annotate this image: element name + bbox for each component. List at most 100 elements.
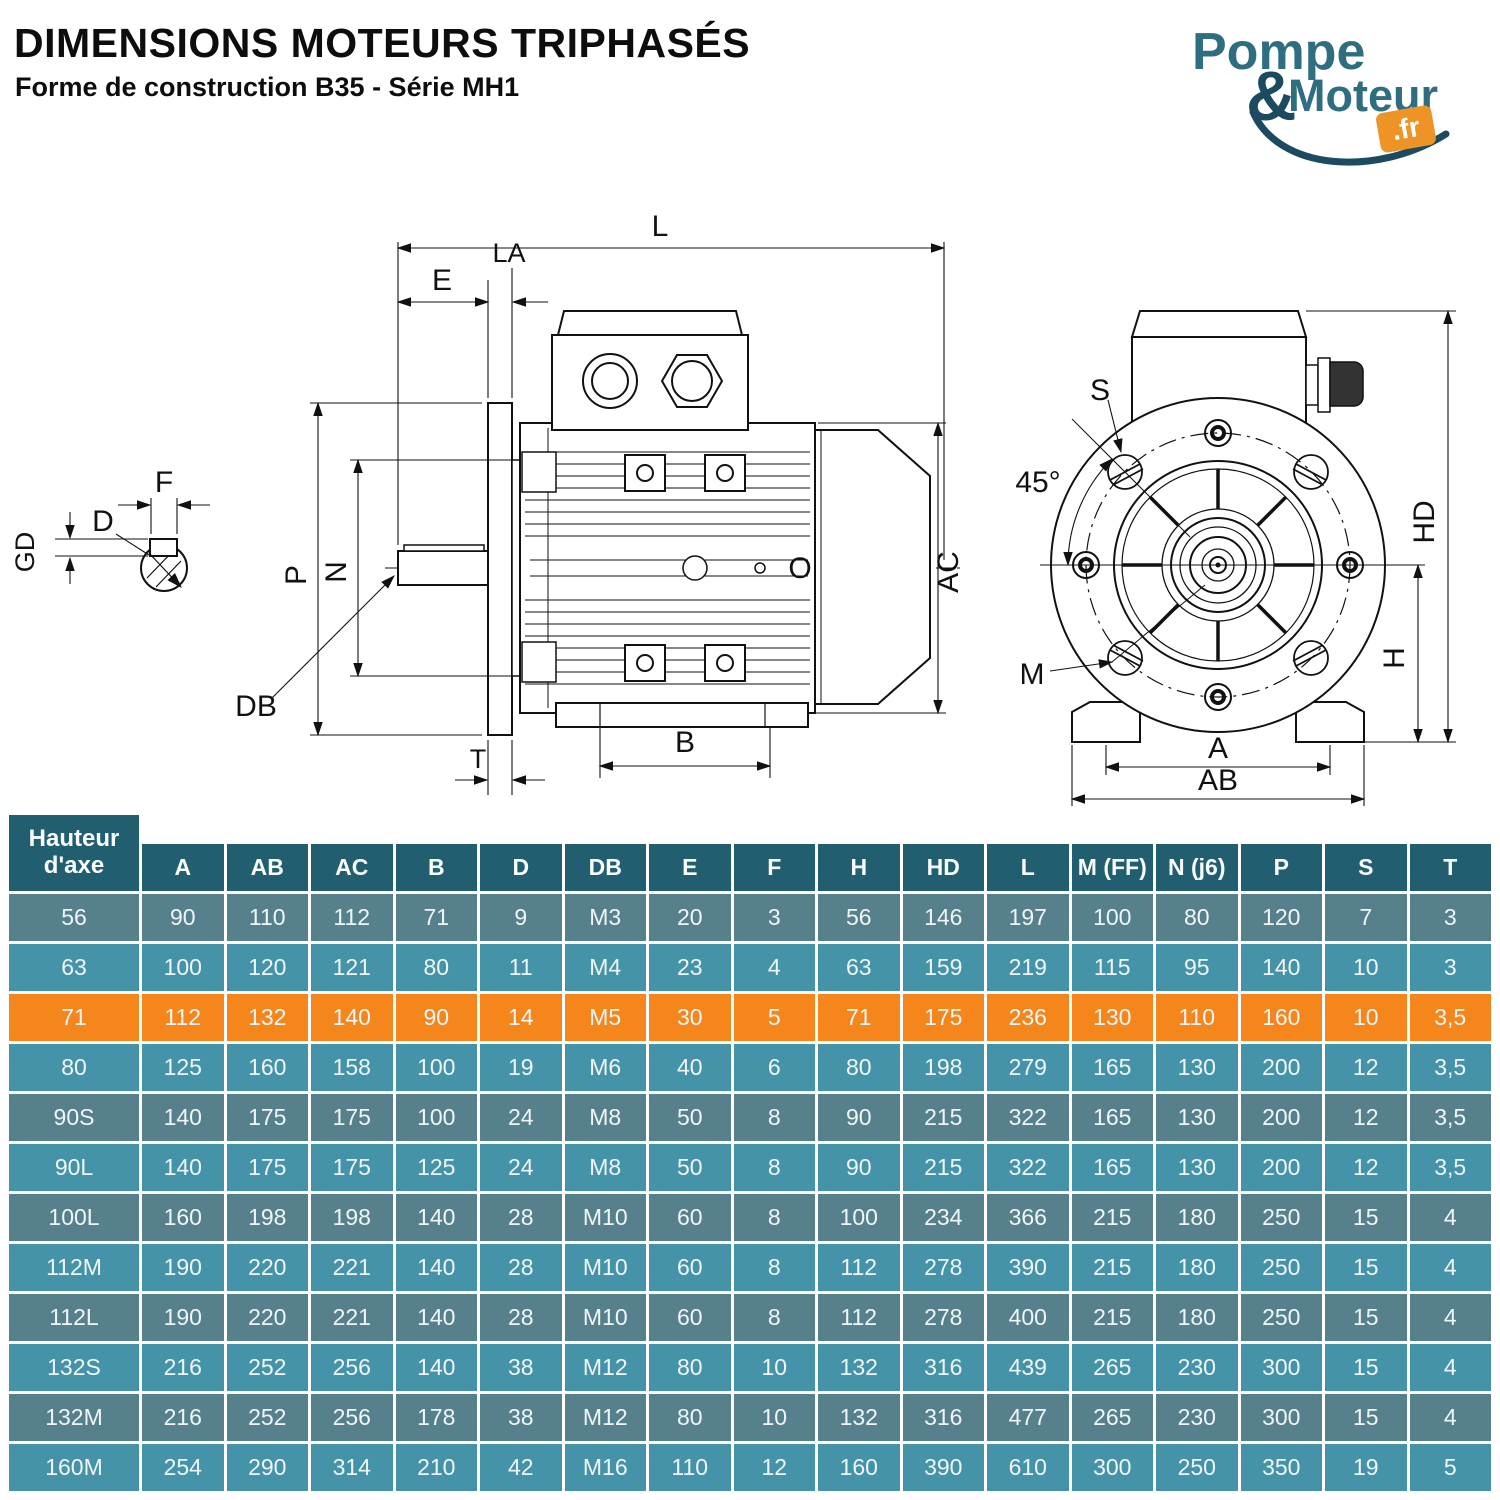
value-cell-A: 100 (142, 944, 224, 991)
value-cell-P: 200 (1240, 1144, 1322, 1191)
value-cell-DB: M10 (564, 1244, 646, 1291)
value-cell-A: 216 (142, 1394, 224, 1441)
value-cell-N (j6): 130 (1156, 1044, 1238, 1091)
axis-cell: 132S (9, 1344, 139, 1391)
value-cell-DB: M8 (564, 1144, 646, 1191)
value-cell-S: 10 (1325, 944, 1407, 991)
value-cell-E: 60 (649, 1244, 731, 1291)
value-cell-F: 6 (733, 1044, 815, 1091)
axis-cell: 100L (9, 1194, 139, 1241)
column-header-axis: Hauteur d'axe (9, 815, 139, 891)
value-cell-AB: 290 (226, 1444, 308, 1491)
value-cell-AB: 252 (226, 1344, 308, 1391)
axis-cell: 112L (9, 1294, 139, 1341)
value-cell-AC: 256 (311, 1394, 393, 1441)
logo: Pompe & Moteur .fr (1150, 8, 1495, 188)
value-cell-AB: 220 (226, 1294, 308, 1341)
value-cell-E: 50 (649, 1144, 731, 1191)
dim-label-la: LA (492, 238, 525, 268)
table-row-63: 63 100 120 121 80 11 M4 23 4 63 159 219 115 95 140 10 3 (9, 944, 1491, 991)
value-cell-S: 15 (1325, 1244, 1407, 1291)
value-cell-D: 11 (480, 944, 562, 991)
value-cell-L: 477 (987, 1394, 1069, 1441)
value-cell-L: 610 (987, 1444, 1069, 1491)
value-cell-D: 28 (480, 1244, 562, 1291)
value-cell-M (FF): 300 (1071, 1444, 1153, 1491)
value-cell-L: 322 (987, 1094, 1069, 1141)
value-cell-F: 8 (733, 1244, 815, 1291)
dim-label-n: N (320, 561, 353, 583)
dim-label-db: DB (235, 690, 277, 723)
column-header: N (j6) (1156, 815, 1238, 891)
value-cell-H: 56 (818, 894, 900, 941)
table-row-90S: 90S 140 175 175 100 24 M8 50 8 90 215 322 165 130 200 1… (9, 1094, 1491, 1141)
value-cell-B: 71 (395, 894, 477, 941)
value-cell-A: 254 (142, 1444, 224, 1491)
value-cell-AB: 175 (226, 1094, 308, 1141)
axis-cell: 90L (9, 1144, 139, 1191)
value-cell-E: 80 (649, 1394, 731, 1441)
value-cell-DB: M4 (564, 944, 646, 991)
value-cell-H: 100 (818, 1194, 900, 1241)
value-cell-B: 125 (395, 1144, 477, 1191)
value-cell-S: 15 (1325, 1394, 1407, 1441)
value-cell-E: 40 (649, 1044, 731, 1091)
table-row-132M: 132M 216 252 256 178 38 M12 80 10 132 316 477 265 230… (9, 1394, 1491, 1441)
value-cell-S: 12 (1325, 1044, 1407, 1091)
table-row-112M: 112M 190 220 221 140 28 M10 60 8 112 278 390 215 180 2… (9, 1244, 1491, 1291)
value-cell-H: 80 (818, 1044, 900, 1091)
value-cell-HD: 146 (902, 894, 984, 941)
value-cell-E: 50 (649, 1094, 731, 1141)
value-cell-N (j6): 180 (1156, 1194, 1238, 1241)
value-cell-F: 8 (733, 1194, 815, 1241)
value-cell-AB: 220 (226, 1244, 308, 1291)
value-cell-L: 322 (987, 1144, 1069, 1191)
column-header: M (FF) (1071, 815, 1153, 891)
table-row-56: 56 90 110 112 71 9 M3 20 3 56 146 197 100 80 120 7 3 (9, 894, 1491, 941)
table-row-160M: 160M 254 290 314 210 42 M16 110 12 160 390 610 300 25… (9, 1444, 1491, 1491)
value-cell-S: 15 (1325, 1344, 1407, 1391)
column-header: HD (902, 815, 984, 891)
value-cell-S: 12 (1325, 1094, 1407, 1141)
value-cell-E: 20 (649, 894, 731, 941)
value-cell-N (j6): 95 (1156, 944, 1238, 991)
value-cell-L: 439 (987, 1344, 1069, 1391)
value-cell-S: 15 (1325, 1294, 1407, 1341)
value-cell-N (j6): 250 (1156, 1444, 1238, 1491)
value-cell-AB: 110 (226, 894, 308, 941)
value-cell-N (j6): 130 (1156, 1144, 1238, 1191)
dimensions-table: Hauteur d'axe A AB AC B D DB E F H HD L M (FF) N (j6)… (6, 812, 1494, 1494)
value-cell-S: 12 (1325, 1144, 1407, 1191)
value-cell-F: 12 (733, 1444, 815, 1491)
dim-label-ac: AC (932, 551, 965, 593)
value-cell-M (FF): 265 (1071, 1394, 1153, 1441)
dim-label-hd: HD (1408, 500, 1441, 543)
value-cell-AC: 140 (311, 994, 393, 1041)
value-cell-S: 10 (1325, 994, 1407, 1041)
column-header: H (818, 815, 900, 891)
value-cell-H: 90 (818, 1094, 900, 1141)
value-cell-M (FF): 165 (1071, 1094, 1153, 1141)
dim-label-m: M (1020, 658, 1045, 691)
value-cell-B: 90 (395, 994, 477, 1041)
value-cell-T: 5 (1409, 1444, 1491, 1491)
value-cell-DB: M16 (564, 1444, 646, 1491)
value-cell-A: 190 (142, 1244, 224, 1291)
value-cell-T: 4 (1409, 1244, 1491, 1291)
value-cell-AB: 132 (226, 994, 308, 1041)
value-cell-S: 19 (1325, 1444, 1407, 1491)
column-header: D (480, 815, 562, 891)
axis-cell: 160M (9, 1444, 139, 1491)
value-cell-B: 80 (395, 944, 477, 991)
value-cell-AB: 252 (226, 1394, 308, 1441)
value-cell-HD: 159 (902, 944, 984, 991)
shaft-section-view (55, 498, 210, 592)
value-cell-M (FF): 165 (1071, 1044, 1153, 1091)
dim-label-ab: AB (1198, 764, 1238, 797)
value-cell-P: 250 (1240, 1194, 1322, 1241)
value-cell-D: 42 (480, 1444, 562, 1491)
value-cell-P: 120 (1240, 894, 1322, 941)
page-subtitle: Forme de construction B35 - Série MH1 (15, 72, 520, 102)
value-cell-M (FF): 100 (1071, 894, 1153, 941)
column-header: B (395, 815, 477, 891)
